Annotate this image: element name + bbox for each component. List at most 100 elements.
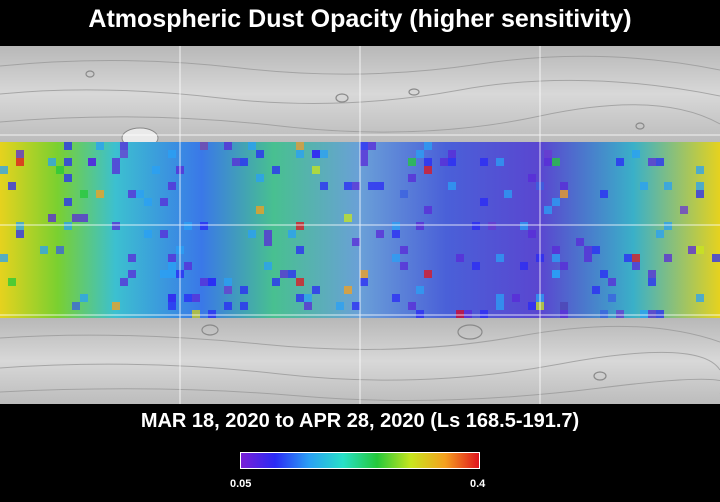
- dust-cell: [360, 278, 368, 286]
- dust-cell: [416, 310, 424, 318]
- dust-cell: [680, 206, 688, 214]
- dust-cell: [416, 150, 424, 158]
- dust-cell: [368, 142, 376, 150]
- dust-cell: [664, 222, 672, 230]
- dust-cell: [552, 246, 560, 254]
- dust-cell: [56, 166, 64, 174]
- dust-cell: [240, 286, 248, 294]
- dust-cell: [304, 294, 312, 302]
- dust-cell: [352, 238, 360, 246]
- dust-cell: [88, 158, 96, 166]
- dust-cell: [200, 222, 208, 230]
- dust-cell: [48, 214, 56, 222]
- dust-cell: [240, 158, 248, 166]
- dust-cell: [200, 142, 208, 150]
- dust-cell: [392, 230, 400, 238]
- dust-cell: [248, 230, 256, 238]
- dust-cell: [224, 302, 232, 310]
- dust-cell: [448, 182, 456, 190]
- dust-cell: [352, 302, 360, 310]
- grid-lines: [0, 46, 720, 404]
- dust-cell: [64, 174, 72, 182]
- dust-cell: [144, 198, 152, 206]
- mars-map: [0, 46, 720, 404]
- dust-cell: [224, 278, 232, 286]
- dust-cell: [16, 150, 24, 158]
- date-range: MAR 18, 2020 to APR 28, 2020 (Ls 168.5-1…: [140, 410, 580, 432]
- dust-cell: [496, 302, 504, 310]
- dust-cell: [376, 230, 384, 238]
- dust-cell: [584, 254, 592, 262]
- dust-cell: [648, 158, 656, 166]
- dust-cell: [472, 222, 480, 230]
- dust-cell: [256, 150, 264, 158]
- dust-cell: [648, 270, 656, 278]
- dust-cell: [592, 246, 600, 254]
- dust-cell: [400, 190, 408, 198]
- dust-cell: [128, 190, 136, 198]
- dust-cell: [120, 150, 128, 158]
- dust-cell: [120, 142, 128, 150]
- dust-cell: [288, 270, 296, 278]
- dust-cell: [360, 158, 368, 166]
- dust-cell: [688, 246, 696, 254]
- dust-cell: [496, 254, 504, 262]
- dust-cell: [416, 222, 424, 230]
- dust-cell: [528, 174, 536, 182]
- dust-cell: [408, 158, 416, 166]
- dust-cell: [520, 222, 528, 230]
- dust-cell: [96, 142, 104, 150]
- mars-map-svg: [0, 46, 720, 404]
- dust-cell: [560, 190, 568, 198]
- scale-max-label: 0.4: [470, 478, 486, 490]
- dust-cell: [192, 310, 200, 318]
- dust-cell: [168, 302, 176, 310]
- dust-cell: [608, 294, 616, 302]
- dust-cell: [208, 278, 216, 286]
- dust-cell: [40, 246, 48, 254]
- dust-cell: [64, 158, 72, 166]
- dust-cell: [168, 262, 176, 270]
- dust-cell: [520, 262, 528, 270]
- dust-cell: [64, 142, 72, 150]
- dust-cell: [600, 310, 608, 318]
- dust-cell: [192, 294, 200, 302]
- dust-cell: [296, 278, 304, 286]
- dust-cell: [512, 294, 520, 302]
- dust-cell: [280, 270, 288, 278]
- dust-cell: [112, 302, 120, 310]
- dust-cell: [72, 214, 80, 222]
- dust-cell: [112, 166, 120, 174]
- dust-cell: [56, 246, 64, 254]
- dust-cell: [480, 310, 488, 318]
- dust-cell: [264, 238, 272, 246]
- dust-cell: [552, 158, 560, 166]
- dust-cell: [424, 206, 432, 214]
- dust-cell: [656, 230, 664, 238]
- dust-cell: [544, 206, 552, 214]
- dust-cell: [112, 158, 120, 166]
- dust-cell: [592, 286, 600, 294]
- dust-cell: [448, 158, 456, 166]
- dust-cell: [696, 246, 704, 254]
- dust-cell: [424, 166, 432, 174]
- dust-cell: [128, 270, 136, 278]
- dust-cell: [264, 262, 272, 270]
- dust-cell: [424, 142, 432, 150]
- dust-cell: [288, 230, 296, 238]
- dust-cell: [344, 214, 352, 222]
- dust-cell: [528, 230, 536, 238]
- dust-cell: [496, 158, 504, 166]
- dust-cell: [112, 222, 120, 230]
- dust-cell: [416, 286, 424, 294]
- dust-cell: [696, 294, 704, 302]
- dust-cell: [464, 310, 472, 318]
- dust-cell: [664, 254, 672, 262]
- dust-cell: [272, 166, 280, 174]
- dust-cell: [184, 294, 192, 302]
- dust-cell: [376, 182, 384, 190]
- dust-cell: [400, 262, 408, 270]
- dust-cell: [344, 182, 352, 190]
- dust-cell: [320, 182, 328, 190]
- dust-cell: [136, 190, 144, 198]
